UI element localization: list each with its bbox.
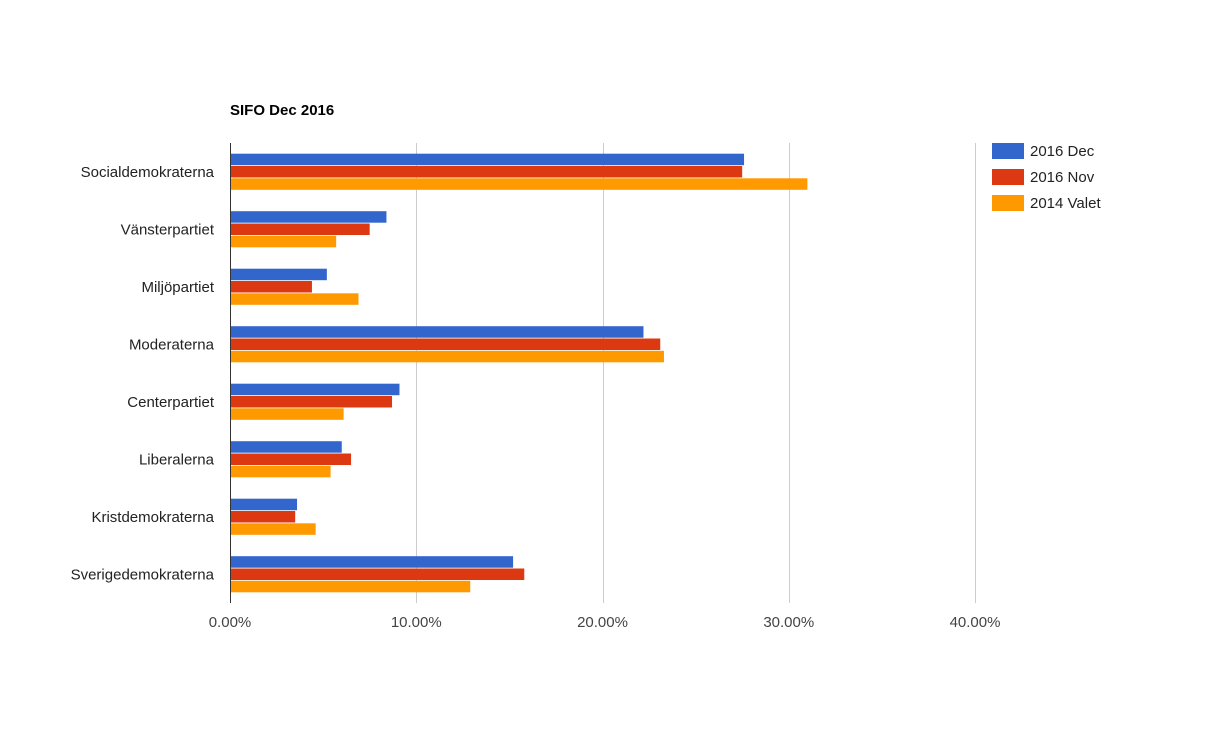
category-label: Miljöpartiet [141,279,214,296]
bar [230,293,359,305]
bar [230,498,298,511]
category-label: Liberalerna [139,451,215,468]
x-tick-label: 40.00% [950,614,1001,631]
bar [230,523,316,535]
legend-label: 2014 Valet [1030,195,1101,212]
bar [230,441,342,453]
bar [230,511,296,523]
category-label: Vänsterpartiet [121,221,215,238]
category-label: Centerpartiet [127,394,215,411]
bar [230,465,331,478]
category-labels: Socialdemokraterna Vänsterpartiet Miljöpar… [71,164,215,584]
category-label: Moderaterna [129,336,215,353]
bar [230,383,400,396]
legend-label: 2016 Nov [1030,169,1095,186]
legend-swatch [992,169,1024,185]
x-tick-label: 10.00% [391,614,442,631]
bar [230,580,471,593]
category-label: Kristdemokraterna [91,509,214,526]
bar [230,223,370,235]
x-tick-labels: 0.00% 10.00% 20.00% 30.00% 40.00% [209,614,1001,631]
bar [230,235,337,248]
gridlines [416,143,976,603]
category-label: Sverigedemokraterna [71,566,215,583]
bar [230,396,393,408]
bar [230,268,327,281]
legend-swatch [992,195,1024,211]
bar [230,338,661,350]
bar [230,453,352,465]
bar [230,211,387,223]
x-tick-label: 30.00% [763,614,814,631]
bar [230,350,664,363]
chart-title: SIFO Dec 2016 [230,102,334,119]
category-label: Socialdemokraterna [81,164,215,181]
legend-swatch [992,143,1024,159]
bar [230,281,312,293]
bar [230,556,514,568]
x-tick-label: 20.00% [577,614,628,631]
bar [230,178,808,190]
legend: 2016 Dec 2016 Nov 2014 Valet [992,143,1101,212]
bar [230,153,745,166]
bar [230,166,743,178]
legend-label: 2016 Dec [1030,143,1095,160]
bars [230,153,808,593]
bar [230,568,525,580]
bar [230,408,344,420]
bar [230,326,644,338]
x-tick-label: 0.00% [209,614,252,631]
